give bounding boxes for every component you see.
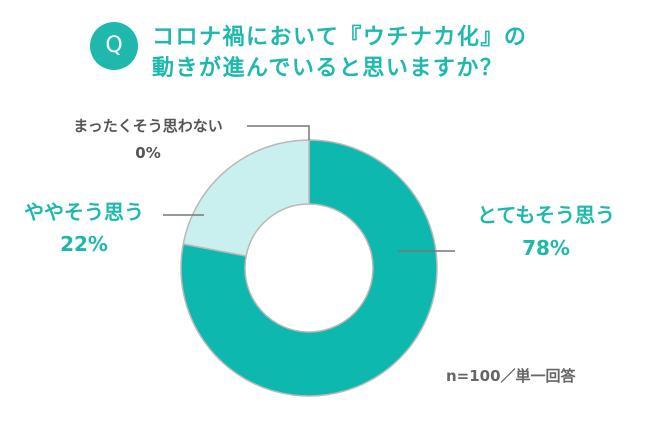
- donut-slice-0: [180, 139, 438, 397]
- donut-slice-1: [182, 139, 310, 257]
- donut-slices: [180, 139, 438, 397]
- leader-line-2: [247, 125, 310, 140]
- category-label-1: ややそう思う: [24, 200, 144, 224]
- sample-note: n=100／単一回答: [446, 367, 576, 385]
- value-label-0: 78%: [522, 236, 570, 260]
- question-line-2: 動きが進んでいると思いますか？: [152, 56, 504, 81]
- question-title: コロナ禍において『ウチナカ化』の 動きが進んでいると思いますか？: [152, 22, 527, 84]
- category-label-0: とてもそう思う: [477, 203, 615, 227]
- value-label-1: 22%: [60, 232, 108, 256]
- category-label-2: まったくそう思わない: [73, 117, 222, 135]
- question-line-1: コロナ禍において『ウチナカ化』の: [152, 25, 528, 50]
- leader-lines: [163, 125, 455, 252]
- value-label-2: 0%: [135, 144, 160, 162]
- question-badge: Q: [90, 22, 138, 70]
- slice-labels: とてもそう思う 78% ややそう思う 22% まったくそう思わない 0%: [24, 117, 615, 260]
